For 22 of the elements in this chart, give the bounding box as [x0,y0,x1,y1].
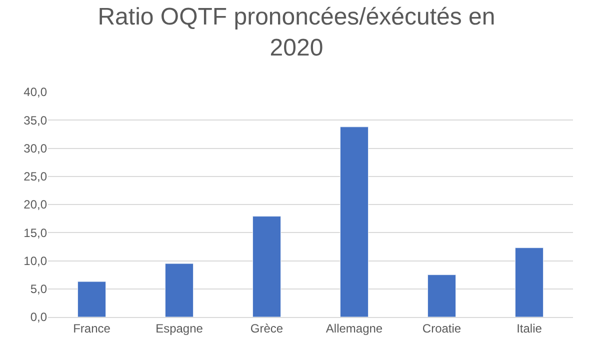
y-tick-label: 30,0 [24,141,48,156]
y-tick-label: 35,0 [24,113,48,128]
x-tick-label: Italie [516,321,542,336]
x-tick-label: Espagne [156,321,204,336]
bar [340,126,368,317]
x-tick-label: France [73,321,111,336]
y-tick-label: 10,0 [24,254,48,268]
x-tick-label: Grèce [250,321,284,336]
chart-title: Ratio OQTF prononcées/éxécutés en 2020 [98,3,496,62]
bar [515,248,544,317]
bar [165,263,194,317]
y-tick-label: 40,0 [24,85,48,100]
y-tick-label: 5,0 [30,282,48,296]
bar [252,216,281,317]
x-tick-label: Croatie [422,321,462,336]
bar [78,281,106,317]
y-tick-label: 15,0 [24,226,48,240]
bar [428,274,456,317]
x-tick-label: Allemagne [326,321,383,336]
y-tick-label: 25,0 [24,170,48,184]
y-tick-label: 0,0 [30,310,48,324]
y-tick-label: 20,0 [24,198,48,212]
